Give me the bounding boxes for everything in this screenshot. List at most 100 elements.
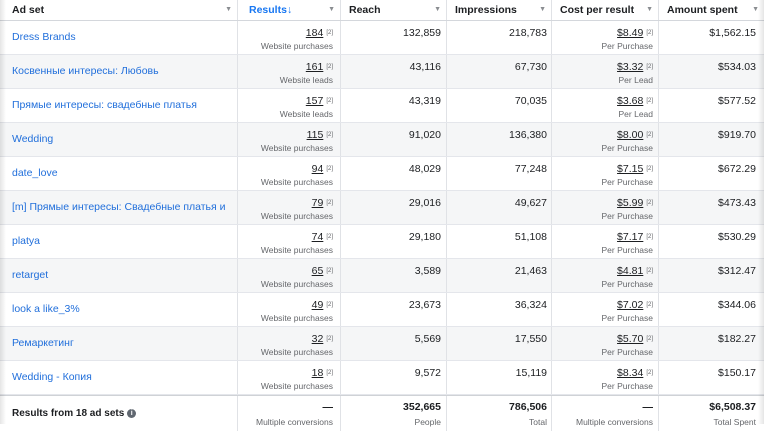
results-type: Website purchases [260, 177, 333, 187]
impressions-value: 36,324 [514, 299, 547, 311]
results-link[interactable]: 79 [311, 197, 324, 209]
sort-descending-icon[interactable]: ↓ [286, 4, 293, 16]
cost-per-result-cell: $8.34 [2] Per Purchase [552, 361, 659, 394]
impressions-value: 67,730 [514, 61, 547, 73]
summary-impressions: 786,506 Total [447, 396, 552, 431]
adset-name-link[interactable]: retarget [0, 259, 238, 292]
adset-name-link[interactable]: Ремаркетинг [0, 327, 238, 360]
cost-per-result-type: Per Purchase [601, 279, 654, 289]
column-header-reach-label: Reach [349, 4, 381, 16]
reach-cell: 43,116 [341, 55, 447, 88]
adset-name-link[interactable]: Косвенные интересы: Любовь [0, 55, 238, 88]
column-header-adset[interactable]: Ad set ▼ [0, 0, 238, 20]
adset-name-link[interactable]: Dress Brands [0, 21, 238, 54]
summary-cost-per-result-value: — [642, 401, 654, 413]
cost-per-result-link[interactable]: $7.15 [617, 163, 644, 175]
results-link[interactable]: 49 [311, 299, 324, 311]
results-cell: 49 [2] Website purchases [238, 293, 341, 326]
summary-cost-per-result: — Multiple conversions [552, 396, 659, 431]
chevron-down-icon[interactable]: ▼ [328, 6, 335, 13]
column-header-results-label: Results [249, 4, 287, 16]
reach-value: 91,020 [408, 129, 441, 141]
amount-spent-cell: $150.17 [659, 361, 764, 394]
cost-per-result-link[interactable]: $7.17 [617, 231, 644, 243]
adset-name-link[interactable]: date_love [0, 157, 238, 190]
impressions-cell: 17,550 [447, 327, 552, 360]
impressions-cell: 21,463 [447, 259, 552, 292]
reach-cell: 132,859 [341, 21, 447, 54]
results-link[interactable]: 157 [305, 95, 324, 107]
cost-per-result-link[interactable]: $8.34 [617, 367, 644, 379]
column-header-impressions[interactable]: Impressions ▼ [447, 0, 552, 20]
cost-per-result-link[interactable]: $8.49 [617, 27, 644, 39]
adset-name-link[interactable]: look a like_3% [0, 293, 238, 326]
footnote-marker: [2] [646, 166, 653, 172]
results-link[interactable]: 32 [311, 333, 324, 345]
results-cell: 65 [2] Website purchases [238, 259, 341, 292]
amount-spent-cell: $473.43 [659, 191, 764, 224]
chevron-down-icon[interactable]: ▼ [225, 6, 232, 13]
footnote-marker: [2] [646, 30, 653, 36]
results-link[interactable]: 184 [305, 27, 324, 39]
cost-per-result-link[interactable]: $3.68 [617, 95, 644, 107]
cost-per-result-value: $7.17 [2] [552, 225, 653, 243]
results-link[interactable]: 94 [311, 163, 324, 175]
footnote-marker: [2] [326, 302, 333, 308]
results-link[interactable]: 74 [311, 231, 324, 243]
adset-name-link[interactable]: [m] Прямые интересы: Свадебные платья и [0, 191, 238, 224]
cost-per-result-link[interactable]: $7.02 [617, 299, 644, 311]
reach-cell: 9,572 [341, 361, 447, 394]
cost-per-result-type: Per Purchase [601, 41, 654, 51]
chevron-down-icon[interactable]: ▼ [646, 6, 653, 13]
footnote-marker: [2] [326, 234, 333, 240]
cost-per-result-link[interactable]: $3.32 [617, 61, 644, 73]
footnote-marker: [2] [646, 132, 653, 138]
cost-per-result-link[interactable]: $5.99 [617, 197, 644, 209]
cost-per-result-link[interactable]: $4.81 [617, 265, 644, 277]
table-row: Ремаркетинг 32 [2] Website purchases 5,569 17… [0, 327, 764, 361]
cost-per-result-type: Per Purchase [601, 313, 654, 323]
reach-cell: 29,180 [341, 225, 447, 258]
impressions-value: 49,627 [514, 197, 547, 209]
column-header-impressions-label: Impressions [455, 4, 517, 16]
results-value: 94 [2] [238, 157, 333, 175]
results-link[interactable]: 65 [311, 265, 324, 277]
reach-cell: 29,016 [341, 191, 447, 224]
amount-spent-cell: $344.06 [659, 293, 764, 326]
summary-results-value: — [322, 401, 334, 413]
adset-name-link[interactable]: platya [0, 225, 238, 258]
column-header-results[interactable]: Results↓ ▼ [238, 0, 341, 20]
info-icon[interactable]: i [127, 408, 137, 418]
results-type: Website purchases [260, 211, 333, 221]
column-header-reach[interactable]: Reach ▼ [341, 0, 447, 20]
adset-name-link[interactable]: Wedding - Копия [0, 361, 238, 394]
footnote-marker: [2] [646, 64, 653, 70]
results-link[interactable]: 115 [306, 129, 324, 141]
column-header-amount-spent[interactable]: Amount spent ▼ [659, 0, 764, 20]
results-type: Website leads [279, 75, 333, 85]
amount-spent-cell: $312.47 [659, 259, 764, 292]
results-link[interactable]: 18 [311, 367, 324, 379]
results-link[interactable]: 161 [305, 61, 324, 73]
cost-per-result-cell: $3.68 [2] Per Lead [552, 89, 659, 122]
chevron-down-icon[interactable]: ▼ [434, 6, 441, 13]
adset-name-link[interactable]: Wedding [0, 123, 238, 156]
impressions-value: 21,463 [514, 265, 547, 277]
reach-cell: 3,589 [341, 259, 447, 292]
chevron-down-icon[interactable]: ▼ [752, 6, 759, 13]
footnote-marker: [2] [646, 98, 653, 104]
column-header-cost-per-result[interactable]: Cost per result ▼ [552, 0, 659, 20]
footnote-marker: [2] [326, 30, 333, 36]
results-value: 32 [2] [238, 327, 333, 345]
results-value: 49 [2] [238, 293, 333, 311]
reach-value: 48,029 [408, 163, 441, 175]
footnote-marker: [2] [326, 132, 333, 138]
reach-value: 3,589 [414, 265, 441, 277]
cost-per-result-link[interactable]: $5.70 [617, 333, 644, 345]
cost-per-result-cell: $8.00 [2] Per Purchase [552, 123, 659, 156]
adset-name-link[interactable]: Прямые интересы: свадебные платья [0, 89, 238, 122]
cost-per-result-link[interactable]: $8.00 [617, 129, 644, 141]
cost-per-result-type: Per Lead [618, 109, 654, 119]
chevron-down-icon[interactable]: ▼ [539, 6, 546, 13]
results-type: Website purchases [260, 313, 333, 323]
